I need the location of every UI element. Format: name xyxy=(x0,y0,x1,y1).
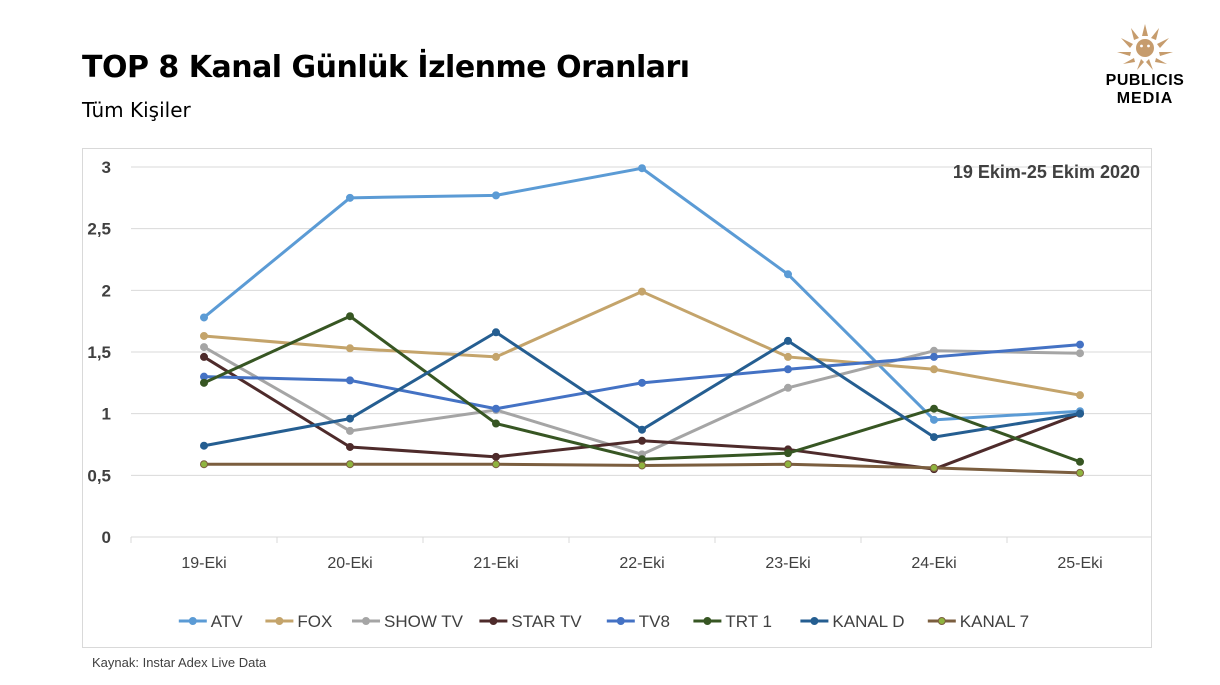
legend-marker-star-tv xyxy=(489,617,498,625)
data-point-kanal-7 xyxy=(492,460,500,469)
data-point-atv xyxy=(200,313,208,322)
data-point-kanal-7 xyxy=(200,460,208,469)
data-point-trt-1 xyxy=(346,312,354,321)
data-point-tv8 xyxy=(492,404,500,413)
data-point-atv xyxy=(930,415,938,424)
y-tick-label: 2 xyxy=(102,281,111,300)
data-point-kanal-d xyxy=(784,336,792,345)
y-tick-label: 0 xyxy=(102,528,111,547)
data-point-tv8 xyxy=(930,352,938,361)
data-point-kanal-d xyxy=(638,425,646,434)
legend-label-star-tv: STAR TV xyxy=(511,612,582,631)
data-point-fox xyxy=(638,287,646,296)
data-point-kanal-d xyxy=(200,441,208,450)
y-tick-label: 1 xyxy=(102,405,111,424)
data-point-star-tv xyxy=(638,436,646,445)
data-point-tv8 xyxy=(1076,340,1084,349)
legend-marker-atv xyxy=(188,617,197,625)
x-tick-label: 22-Eki xyxy=(619,555,664,572)
data-point-trt-1 xyxy=(492,419,500,428)
line-chart: 0 0,5 1 1,5 2 2,5 3 19-Eki 20-Eki 21-Eki 22-Eki 23-… xyxy=(87,158,1154,631)
data-point-fox xyxy=(200,331,208,340)
data-point-atv xyxy=(346,193,354,202)
data-point-atv xyxy=(638,164,646,173)
date-range-annotation: 19 Ekim-25 Ekim 2020 xyxy=(953,162,1140,182)
series-line-tv8 xyxy=(203,343,1081,411)
data-point-fox xyxy=(346,344,354,353)
data-point-fox xyxy=(784,352,792,361)
data-point-trt-1 xyxy=(930,404,938,413)
legend-label-kanal-7: KANAL 7 xyxy=(960,612,1029,631)
data-point-kanal-d xyxy=(492,328,500,337)
data-point-star-tv xyxy=(346,442,354,451)
x-tick-label: 20-Eki xyxy=(327,555,372,572)
data-point-fox xyxy=(1076,391,1084,400)
legend-label-tv8: TV8 xyxy=(639,612,670,631)
data-point-star-tv xyxy=(492,452,500,461)
legend-label-fox: FOX xyxy=(297,612,332,631)
x-tick-label: 25-Eki xyxy=(1057,555,1102,572)
publicis-media-logo: PUBLICIS MEDIA xyxy=(1090,22,1200,112)
chart-frame: 0 0,5 1 1,5 2 2,5 3 19-Eki 20-Eki 21-Eki 22-Eki 23-… xyxy=(82,148,1154,648)
data-point-atv xyxy=(784,270,792,279)
data-point-tv8 xyxy=(346,376,354,385)
x-tick-label: 21-Eki xyxy=(473,555,518,572)
data-point-show-tv xyxy=(1076,349,1084,358)
page-title: TOP 8 Kanal Günlük İzlenme Oranları xyxy=(82,50,690,85)
source-note: Kaynak: Instar Adex Live Data xyxy=(92,655,267,670)
legend-marker-trt-1 xyxy=(703,617,712,625)
legend-marker-fox xyxy=(275,617,284,625)
data-point-kanal-d xyxy=(346,414,354,423)
data-point-show-tv xyxy=(200,343,208,352)
y-tick-label: 3 xyxy=(102,158,111,177)
logo-text-publicis: PUBLICIS xyxy=(1105,72,1185,89)
data-point-show-tv xyxy=(346,426,354,435)
y-tick-label: 0,5 xyxy=(87,466,111,485)
legend-label-atv: ATV xyxy=(211,612,243,631)
data-point-kanal-d xyxy=(930,433,938,442)
data-point-kanal-7 xyxy=(784,460,792,469)
data-point-kanal-7 xyxy=(638,461,646,470)
data-point-tv8 xyxy=(784,365,792,374)
lion-head-icon xyxy=(1117,24,1173,70)
data-point-trt-1 xyxy=(784,449,792,458)
legend-marker-kanal-7 xyxy=(937,617,946,625)
legend-label-trt-1: TRT 1 xyxy=(725,612,772,631)
y-tick-label: 1,5 xyxy=(87,343,111,362)
y-tick-label: 2,5 xyxy=(87,220,111,239)
data-point-show-tv xyxy=(784,383,792,392)
data-point-fox xyxy=(930,365,938,374)
legend-marker-show-tv xyxy=(362,617,370,625)
x-tick-label: 24-Eki xyxy=(911,555,956,572)
data-point-tv8 xyxy=(638,378,646,387)
x-tick-label: 23-Eki xyxy=(765,555,810,572)
x-tick-label: 19-Eki xyxy=(181,555,226,572)
logo-text-media: MEDIA xyxy=(1116,90,1174,107)
data-point-fox xyxy=(492,352,500,361)
data-point-atv xyxy=(492,191,500,200)
data-point-kanal-d xyxy=(1076,409,1084,418)
legend-marker-tv8 xyxy=(616,617,625,625)
data-point-trt-1 xyxy=(200,378,208,387)
data-point-trt-1 xyxy=(1076,457,1084,466)
data-point-kanal-7 xyxy=(346,460,354,469)
legend-marker-kanal-d xyxy=(810,617,819,625)
data-point-kanal-7 xyxy=(1076,468,1084,477)
data-point-star-tv xyxy=(200,352,208,361)
legend-label-kanal-d: KANAL D xyxy=(832,612,904,631)
data-point-kanal-7 xyxy=(930,463,938,472)
page-subtitle: Tüm Kişiler xyxy=(82,98,191,122)
legend-label-show-tv: SHOW TV xyxy=(384,612,464,631)
